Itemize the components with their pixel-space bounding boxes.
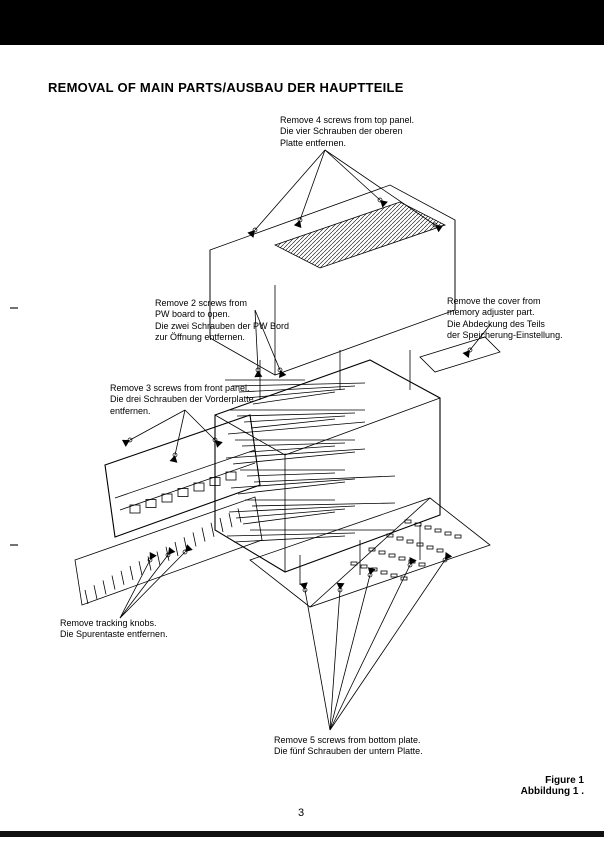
page-root: REMOVAL OF MAIN PARTS/AUSBAU DER HAUPTTE… bbox=[0, 0, 604, 841]
exploded-diagram bbox=[0, 0, 604, 841]
